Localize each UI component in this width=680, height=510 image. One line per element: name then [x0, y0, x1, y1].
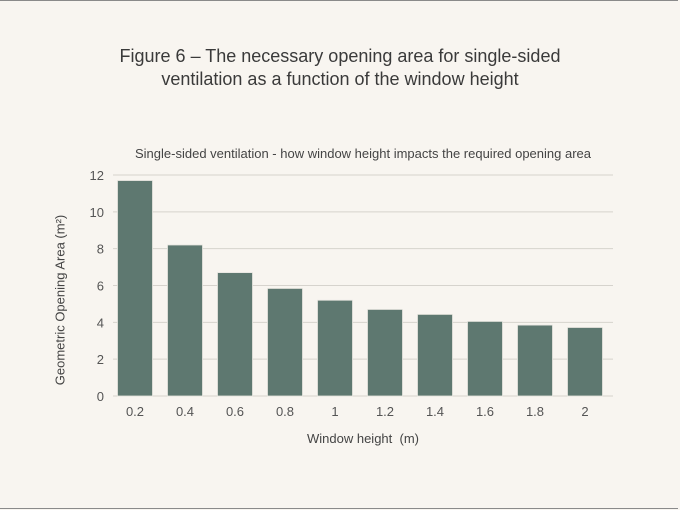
bar — [517, 324, 553, 397]
bar — [317, 299, 353, 397]
x-tick-label: 0.6 — [226, 404, 244, 419]
chart-title: Single-sided ventilation - how window he… — [135, 146, 591, 161]
x-tick-label: 1 — [331, 404, 338, 419]
bar — [117, 180, 153, 397]
figure-title: Figure 6 – The necessary opening area fo… — [0, 45, 680, 91]
x-tick-label: 0.8 — [276, 404, 294, 419]
figure-title-line1: Figure 6 – The necessary opening area fo… — [119, 46, 561, 66]
y-tick-label: 8 — [97, 242, 104, 257]
x-tick-label: 0.4 — [176, 404, 194, 419]
x-tick-label: 1.2 — [376, 404, 394, 419]
bar — [267, 288, 303, 397]
x-axis-label: Window height (m) — [307, 431, 419, 446]
x-tick-label: 2 — [581, 404, 588, 419]
y-tick-label: 0 — [97, 389, 104, 404]
figure-title-line2: ventilation as a function of the window … — [161, 69, 519, 89]
y-tick-label: 12 — [90, 168, 104, 183]
x-tick-label: 1.8 — [526, 404, 544, 419]
bar — [467, 321, 503, 397]
x-tick-label: 1.6 — [476, 404, 494, 419]
bar — [417, 314, 453, 397]
bar — [167, 244, 203, 397]
bar — [367, 309, 403, 397]
y-axis-label: Geometric Opening Area (m²) — [52, 214, 68, 386]
y-tick-label: 2 — [97, 352, 104, 367]
bar — [567, 327, 603, 397]
x-tick-label: 1.4 — [426, 404, 444, 419]
bar — [217, 272, 253, 397]
y-tick-label: 10 — [90, 205, 104, 220]
x-tick-label: 0.2 — [126, 404, 144, 419]
y-tick-label: 4 — [97, 315, 104, 330]
y-tick-label: 6 — [97, 279, 104, 294]
